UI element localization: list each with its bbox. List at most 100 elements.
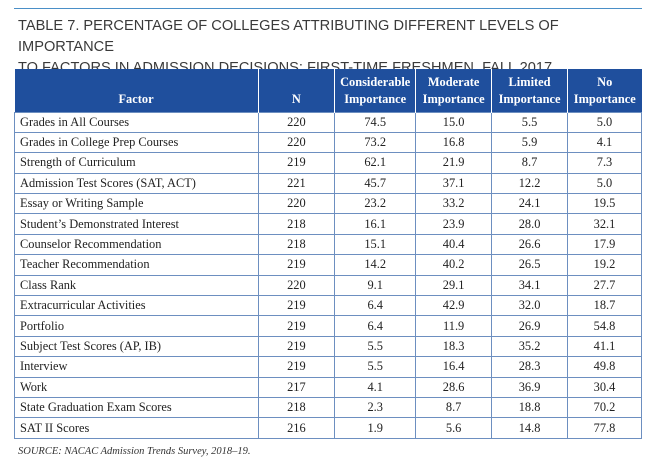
cell-no: 18.7 (567, 295, 642, 317)
cell-no: 77.8 (567, 417, 642, 439)
cell-moderate: 21.9 (415, 152, 493, 174)
cell-limited: 26.6 (491, 233, 569, 256)
cell-factor: Student’s Demonstrated Interest (14, 213, 259, 235)
cell-limited: 28.0 (491, 213, 569, 235)
cell-moderate: 16.4 (415, 356, 493, 378)
cell-considerable: 6.4 (334, 315, 417, 337)
table-row: Grades in All Courses 220 74.5 15.0 5.5 5.0 (14, 111, 642, 133)
cell-no: 5.0 (567, 172, 642, 195)
cell-considerable: 5.5 (334, 356, 417, 378)
table-header-row: Factor N Considerable Importance Moderate… (14, 69, 642, 112)
cell-no: 41.1 (567, 335, 642, 358)
cell-considerable: 4.1 (334, 376, 417, 398)
cell-considerable: 62.1 (334, 152, 417, 174)
table-row: Work 217 4.1 28.6 36.9 30.4 (14, 376, 642, 398)
cell-n: 219 (257, 254, 336, 276)
table-row: Class Rank 220 9.1 29.1 34.1 27.7 (14, 274, 642, 297)
cell-moderate: 42.9 (415, 295, 493, 317)
cell-limited: 35.2 (491, 335, 569, 358)
source-note: SOURCE: NACAC Admission Trends Survey, 2… (18, 446, 251, 457)
cell-factor: Interview (14, 356, 259, 378)
cell-considerable: 73.2 (334, 131, 417, 154)
cell-n: 218 (257, 213, 336, 235)
cell-considerable: 14.2 (334, 254, 417, 276)
cell-limited: 8.7 (491, 152, 569, 174)
top-rule (14, 8, 642, 9)
table-row: Grades in College Prep Courses 220 73.2 16.… (14, 131, 642, 154)
cell-limited: 18.8 (491, 396, 569, 419)
cell-n: 217 (257, 376, 336, 398)
table-row: Extracurricular Activities 219 6.4 42.9 32.0… (14, 295, 642, 317)
cell-factor: Class Rank (14, 274, 259, 297)
cell-no: 32.1 (567, 213, 642, 235)
cell-factor: Counselor Recommendation (14, 233, 259, 256)
cell-moderate: 16.8 (415, 131, 493, 154)
cell-moderate: 40.2 (415, 254, 493, 276)
cell-moderate: 18.3 (415, 335, 493, 358)
cell-n: 219 (257, 152, 336, 174)
cell-moderate: 8.7 (415, 396, 493, 419)
cell-moderate: 33.2 (415, 193, 493, 215)
table-row: Essay or Writing Sample 220 23.2 33.2 24.1 19… (14, 193, 642, 215)
cell-no: 17.9 (567, 233, 642, 256)
cell-considerable: 45.7 (334, 172, 417, 195)
header-considerable-importance: Considerable Importance (334, 69, 416, 112)
cell-limited: 36.9 (491, 376, 569, 398)
header-limited-importance: Limited Importance (491, 69, 568, 112)
cell-factor: Work (14, 376, 259, 398)
cell-moderate: 28.6 (415, 376, 493, 398)
cell-considerable: 1.9 (334, 417, 417, 439)
cell-factor: Teacher Recommendation (14, 254, 259, 276)
cell-n: 220 (257, 111, 336, 133)
cell-limited: 24.1 (491, 193, 569, 215)
table-row: Portfolio 219 6.4 11.9 26.9 54.8 (14, 315, 642, 337)
cell-limited: 26.5 (491, 254, 569, 276)
cell-no: 27.7 (567, 274, 642, 297)
cell-limited: 14.8 (491, 417, 569, 439)
cell-considerable: 6.4 (334, 295, 417, 317)
cell-factor: Portfolio (14, 315, 259, 337)
cell-no: 4.1 (567, 131, 642, 154)
cell-moderate: 40.4 (415, 233, 493, 256)
table-row: Admission Test Scores (SAT, ACT) 221 45.7 3… (14, 172, 642, 195)
cell-moderate: 15.0 (415, 111, 493, 133)
cell-n: 220 (257, 131, 336, 154)
cell-moderate: 5.6 (415, 417, 493, 439)
cell-n: 218 (257, 233, 336, 256)
cell-considerable: 5.5 (334, 335, 417, 358)
table-row: Strength of Curriculum 219 62.1 21.9 8.7 7.3 (14, 152, 642, 174)
cell-factor: SAT II Scores (14, 417, 259, 439)
cell-considerable: 74.5 (334, 111, 417, 133)
table-title: TABLE 7. PERCENTAGE OF COLLEGES ATTRIBUT… (18, 16, 638, 79)
cell-factor: Grades in College Prep Courses (14, 131, 259, 154)
cell-factor: Extracurricular Activities (14, 295, 259, 317)
cell-considerable: 16.1 (334, 213, 417, 235)
cell-n: 219 (257, 295, 336, 317)
cell-limited: 5.9 (491, 131, 569, 154)
cell-no: 70.2 (567, 396, 642, 419)
cell-factor: Subject Test Scores (AP, IB) (14, 335, 259, 358)
table-body: Grades in All Courses 220 74.5 15.0 5.5 5.0 Gr… (14, 111, 642, 439)
cell-considerable: 2.3 (334, 396, 417, 419)
table-row: Subject Test Scores (AP, IB) 219 5.5 18.3 35… (14, 335, 642, 358)
cell-moderate: 37.1 (415, 172, 493, 195)
cell-limited: 28.3 (491, 356, 569, 378)
admission-factors-table: Factor N Considerable Importance Moderate… (14, 69, 642, 439)
header-moderate-importance: Moderate Importance (415, 69, 492, 112)
cell-factor: Strength of Curriculum (14, 152, 259, 174)
header-factor: Factor (118, 91, 154, 106)
table-row: State Graduation Exam Scores 218 2.3 8.7 18.… (14, 396, 642, 419)
cell-moderate: 11.9 (415, 315, 493, 337)
cell-n: 218 (257, 396, 336, 419)
cell-limited: 34.1 (491, 274, 569, 297)
table-row: Counselor Recommendation 218 15.1 40.4 26.6 1… (14, 233, 642, 256)
cell-considerable: 15.1 (334, 233, 417, 256)
cell-limited: 32.0 (491, 295, 569, 317)
cell-considerable: 23.2 (334, 193, 417, 215)
cell-considerable: 9.1 (334, 274, 417, 297)
cell-no: 19.5 (567, 193, 642, 215)
header-n: N (257, 69, 335, 112)
table-row: Interview 219 5.5 16.4 28.3 49.8 (14, 356, 642, 378)
cell-no: 19.2 (567, 254, 642, 276)
cell-n: 219 (257, 335, 336, 358)
